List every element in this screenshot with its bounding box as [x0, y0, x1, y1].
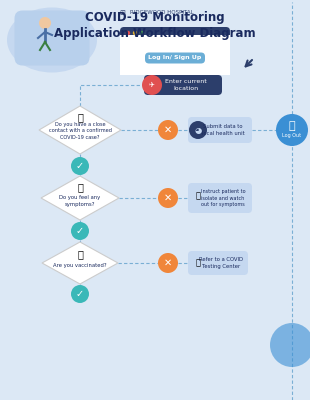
FancyBboxPatch shape	[120, 35, 230, 75]
Text: Instruct patient to
isolate and watch
out for symptoms: Instruct patient to isolate and watch ou…	[201, 189, 245, 207]
Circle shape	[71, 222, 89, 240]
Text: 🦠: 🦠	[77, 182, 83, 192]
Text: Refer to a COVID
Testing Center: Refer to a COVID Testing Center	[199, 258, 243, 269]
Text: Are you vaccinated?: Are you vaccinated?	[53, 264, 107, 268]
Circle shape	[158, 253, 178, 273]
Text: 🏨: 🏨	[196, 192, 201, 200]
Text: ✓: ✓	[76, 161, 84, 171]
Text: ✕: ✕	[164, 193, 172, 203]
FancyBboxPatch shape	[188, 251, 248, 275]
Text: 💉: 💉	[77, 249, 83, 259]
Circle shape	[270, 323, 310, 367]
Circle shape	[133, 31, 137, 35]
Text: Do you feel any
symptoms?: Do you feel any symptoms?	[60, 196, 101, 206]
Circle shape	[158, 188, 178, 208]
Text: COVID-19 Monitoring
Application Workflow Diagram: COVID-19 Monitoring Application Workflow…	[54, 12, 256, 40]
FancyBboxPatch shape	[144, 75, 222, 95]
Circle shape	[71, 285, 89, 303]
Circle shape	[189, 121, 207, 139]
Text: Submit data to
local health unit: Submit data to local health unit	[202, 124, 244, 136]
Circle shape	[71, 157, 89, 175]
Circle shape	[126, 31, 130, 35]
Circle shape	[158, 120, 178, 140]
Text: ✈: ✈	[149, 82, 155, 88]
Circle shape	[140, 31, 144, 35]
Text: ✓: ✓	[76, 226, 84, 236]
Text: ✕: ✕	[164, 125, 172, 135]
FancyBboxPatch shape	[188, 117, 252, 143]
Text: ✕: ✕	[164, 258, 172, 268]
Circle shape	[39, 17, 51, 29]
FancyBboxPatch shape	[188, 183, 252, 213]
Text: RIDGEWOOD HOSPITAL: RIDGEWOOD HOSPITAL	[130, 10, 194, 16]
Text: ⏻: ⏻	[289, 121, 295, 131]
Text: Log Out: Log Out	[282, 134, 302, 138]
Text: ⊞: ⊞	[119, 10, 125, 16]
FancyBboxPatch shape	[120, 27, 230, 39]
Text: Enter current
location: Enter current location	[165, 79, 207, 91]
Ellipse shape	[7, 8, 97, 72]
Text: 💉: 💉	[77, 112, 83, 122]
Text: Log In/ Sign Up: Log In/ Sign Up	[148, 56, 202, 60]
Text: ✓: ✓	[76, 289, 84, 299]
FancyBboxPatch shape	[145, 52, 205, 64]
Circle shape	[142, 75, 162, 95]
Text: 🧪: 🧪	[196, 258, 201, 268]
Polygon shape	[41, 176, 119, 220]
FancyBboxPatch shape	[15, 10, 90, 66]
Circle shape	[276, 114, 308, 146]
Text: Do you have a close
contact with a confirmed
COVID-19 case?: Do you have a close contact with a confi…	[49, 122, 111, 140]
Polygon shape	[39, 106, 121, 154]
Polygon shape	[42, 242, 118, 284]
Text: ◕: ◕	[194, 126, 202, 134]
